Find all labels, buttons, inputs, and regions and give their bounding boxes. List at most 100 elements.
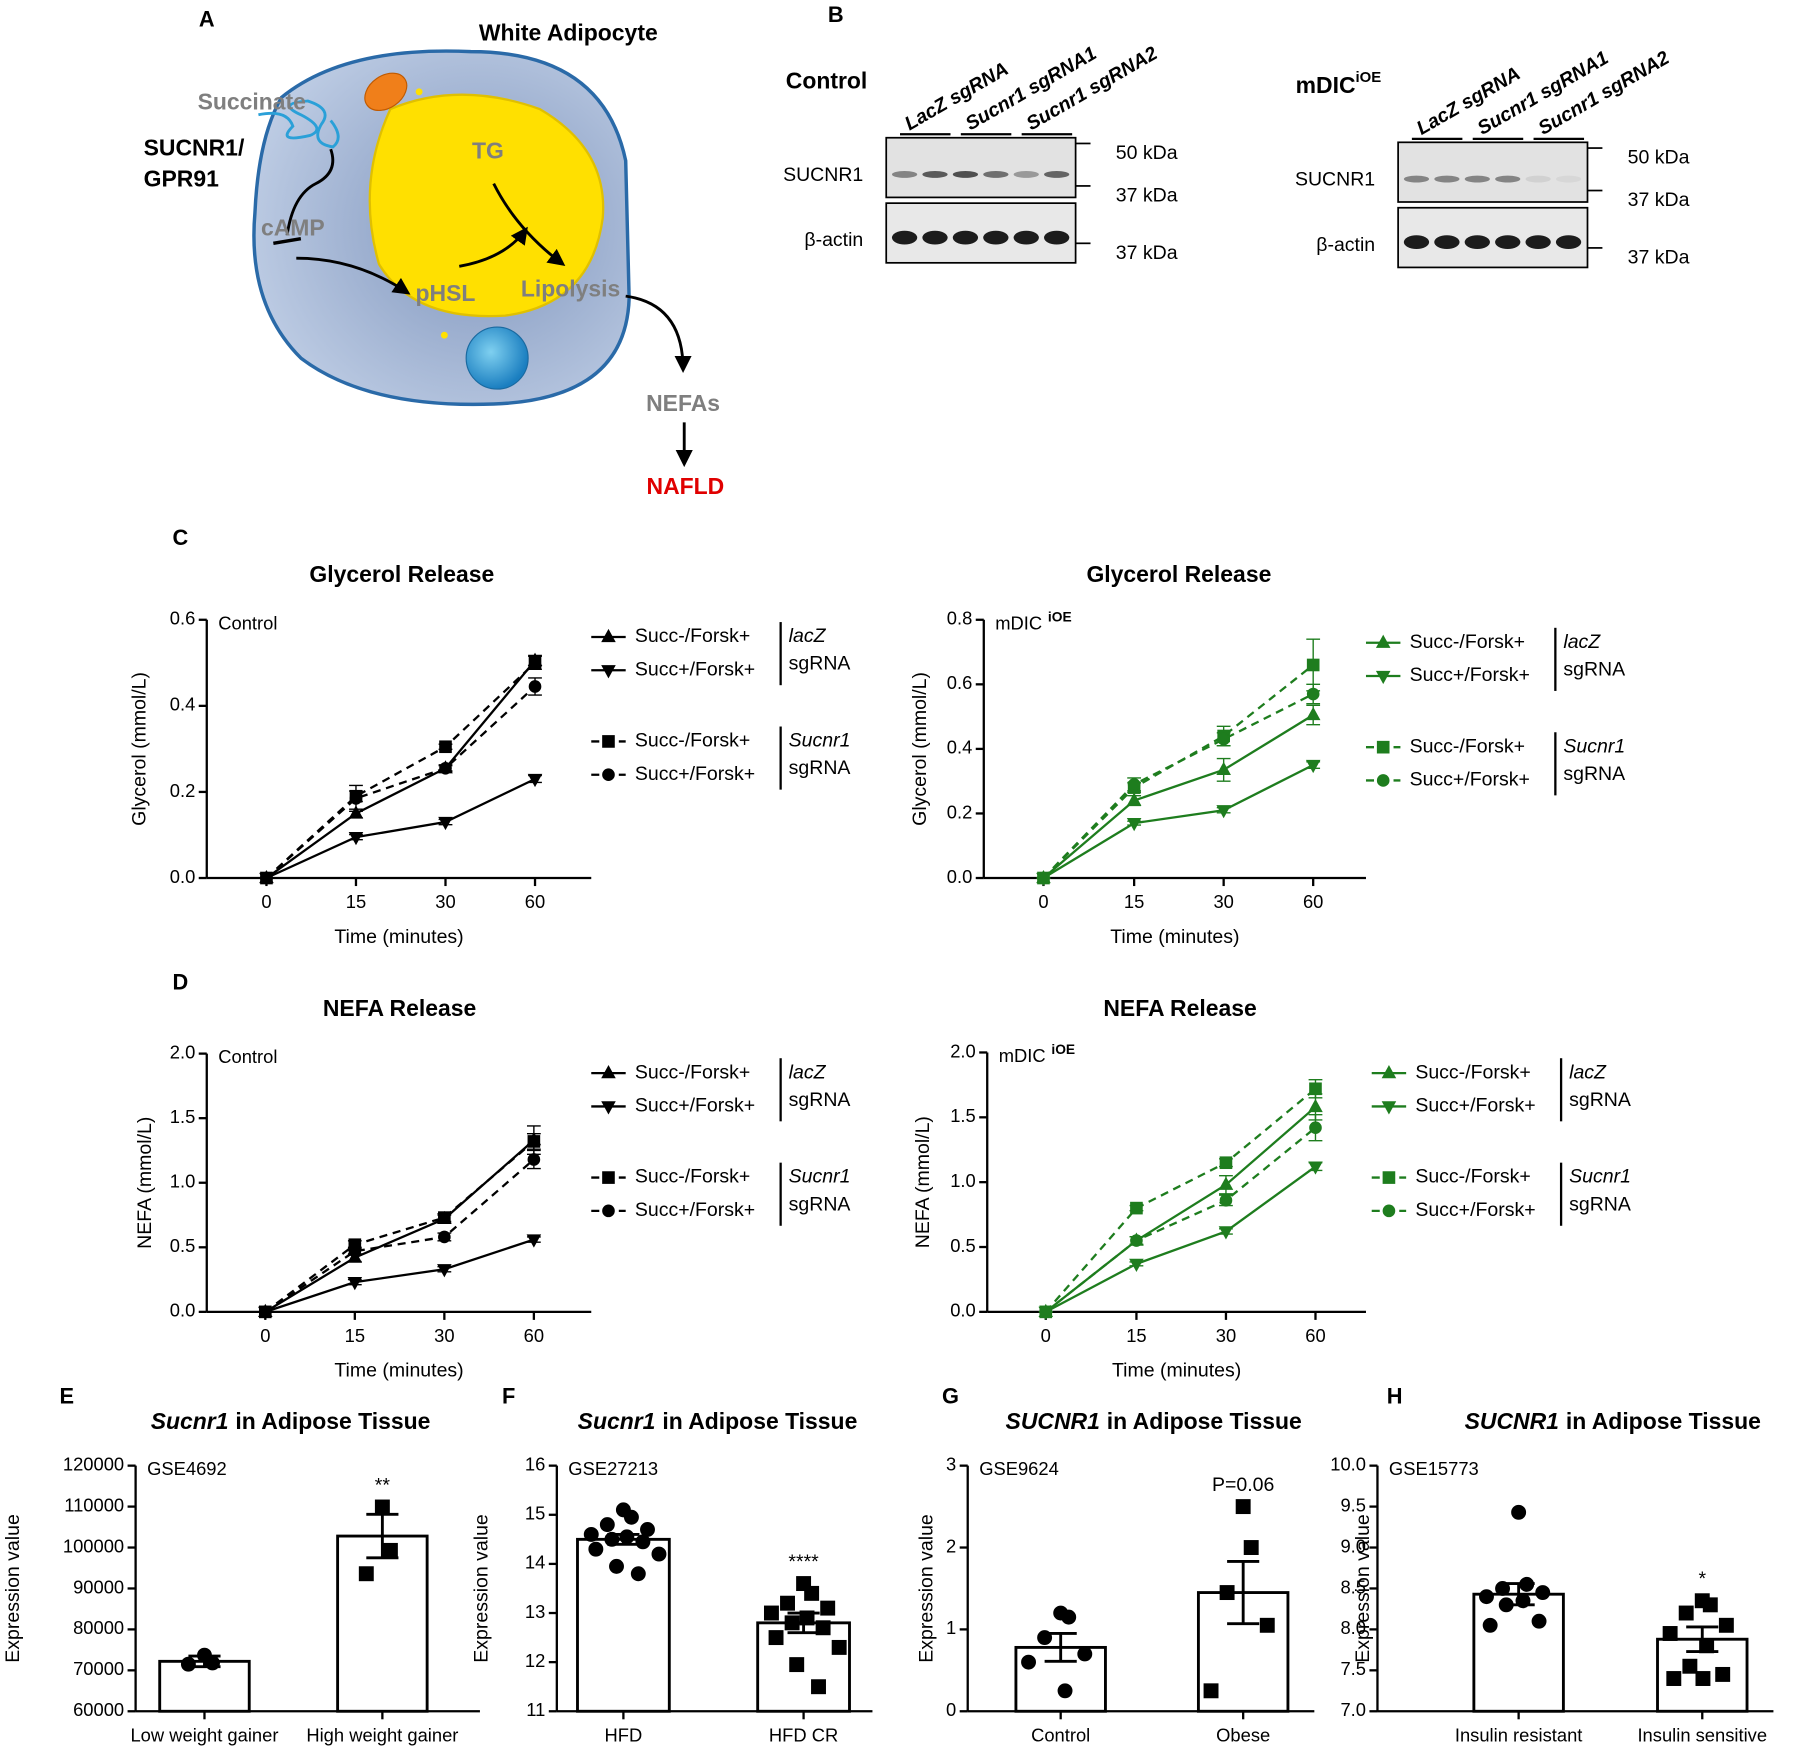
title-gene: Sucnr1: [578, 1408, 656, 1434]
annotation-sup: iOE: [1048, 609, 1072, 624]
point: [1479, 1589, 1494, 1605]
legend-group-sub: sgRNA: [789, 757, 851, 779]
diagram-label: cAMP: [261, 215, 325, 241]
series-line: [1042, 764, 1314, 879]
band: [1044, 171, 1070, 178]
y-tick-label: 8.0: [1340, 1617, 1366, 1638]
point: [1057, 1683, 1073, 1699]
point: [1482, 1617, 1498, 1633]
mitochondrion: [364, 72, 408, 112]
point: [1309, 1082, 1322, 1096]
x-axis-label: Time (minutes): [334, 1360, 463, 1382]
point: [1306, 687, 1320, 701]
legend-group: Sucnr1: [789, 730, 851, 752]
arrow: [625, 294, 692, 374]
y-tick-label: 0.2: [947, 801, 973, 822]
row-label: SUCNR1: [1295, 168, 1375, 190]
row-label: β-actin: [804, 229, 863, 251]
band: [1495, 235, 1521, 250]
point: [439, 761, 452, 775]
row-label: β-actin: [1316, 234, 1375, 256]
bar: [1472, 1592, 1565, 1713]
x-tick-label: High weight gainer: [306, 1724, 458, 1745]
point: [1715, 1666, 1731, 1682]
band: [952, 171, 979, 178]
annotation: mDIC iOE: [995, 609, 1071, 633]
panel-label: G: [942, 1384, 959, 1409]
panel-label: B: [828, 2, 844, 27]
legend-marker: [1376, 740, 1390, 754]
annotation-text: Control: [218, 612, 277, 633]
bar: [336, 1534, 429, 1713]
legend-marker: [1381, 1101, 1397, 1115]
y-tick-label: 0.6: [947, 672, 973, 693]
panel-label: A: [199, 6, 215, 31]
y-tick-label: 7.5: [1340, 1658, 1366, 1679]
diagram-label: NEFAs: [646, 390, 720, 416]
y-tick-label: 60000: [73, 1699, 124, 1720]
point: [180, 1656, 196, 1672]
annotation: Control: [218, 612, 277, 633]
point: [347, 1276, 363, 1291]
point: [1702, 1597, 1718, 1613]
series-line: [1042, 692, 1314, 879]
point: [439, 740, 452, 754]
error-bar: [787, 1611, 820, 1635]
title-rest: in Adipose Tissue: [235, 1408, 430, 1434]
significance: P=0.06: [1212, 1474, 1274, 1496]
band: [1495, 175, 1521, 183]
point: [1126, 817, 1142, 832]
point: [1259, 1617, 1275, 1633]
legend-group-sub: sgRNA: [1563, 763, 1625, 785]
x-tick-label: 30: [434, 1325, 454, 1346]
point: [1666, 1671, 1682, 1686]
point: [1217, 732, 1230, 746]
x-tick-label: Low weight gainer: [130, 1724, 278, 1745]
x-tick-label: 0: [260, 1325, 270, 1346]
series-line: [1042, 714, 1314, 879]
y-tick-label: 0.0: [170, 1300, 196, 1321]
error-bar: [607, 1532, 640, 1546]
arrow: [296, 256, 411, 295]
point: [382, 1542, 398, 1558]
y-tick-label: 0.4: [170, 694, 196, 715]
band: [983, 171, 1009, 178]
annotation: GSE4692: [147, 1458, 227, 1479]
point: [609, 1558, 624, 1574]
mw-label: 37 kDa: [1628, 189, 1690, 211]
legend-group-sub: sgRNA: [1563, 658, 1625, 680]
y-tick-label: 3: [946, 1454, 956, 1475]
blot-box: [885, 136, 1077, 199]
point: [438, 1211, 451, 1224]
band: [1555, 175, 1582, 183]
point: [438, 816, 453, 831]
series-line: [1042, 664, 1314, 879]
y-tick-label: 0.6: [170, 608, 196, 629]
point: [1511, 1504, 1527, 1520]
diagram-label: TG: [472, 138, 504, 164]
band: [891, 171, 918, 178]
arrow: [492, 182, 566, 267]
x-tick-label: 30: [1216, 1325, 1236, 1346]
blot-title: mDICiOE: [1296, 69, 1382, 98]
panel-label: C: [172, 525, 188, 550]
legend-marker: [1382, 1171, 1396, 1184]
legend-label: Succ-/Forsk+: [1410, 735, 1525, 757]
y-tick-label: 0.8: [947, 608, 973, 629]
y-axis-label: Expression value: [916, 1514, 938, 1663]
legend-label: Succ-/Forsk+: [635, 625, 750, 647]
y-tick-label: 13: [525, 1601, 545, 1622]
point: [635, 1534, 651, 1550]
point: [527, 1153, 541, 1166]
chart-title: Glycerol Release: [309, 561, 494, 587]
x-tick-label: Insulin resistant: [1455, 1724, 1583, 1745]
point: [583, 1526, 599, 1542]
diagram-label: GPR91: [144, 165, 219, 191]
legend-group-sub: sgRNA: [1569, 1193, 1631, 1215]
inhibit-bar: [273, 237, 302, 246]
point: [1061, 1609, 1077, 1625]
legend-group: Sucnr1: [1569, 1166, 1631, 1188]
point: [815, 1620, 831, 1636]
band: [1464, 175, 1490, 183]
diagram-label: SUCNR1/: [144, 134, 245, 160]
